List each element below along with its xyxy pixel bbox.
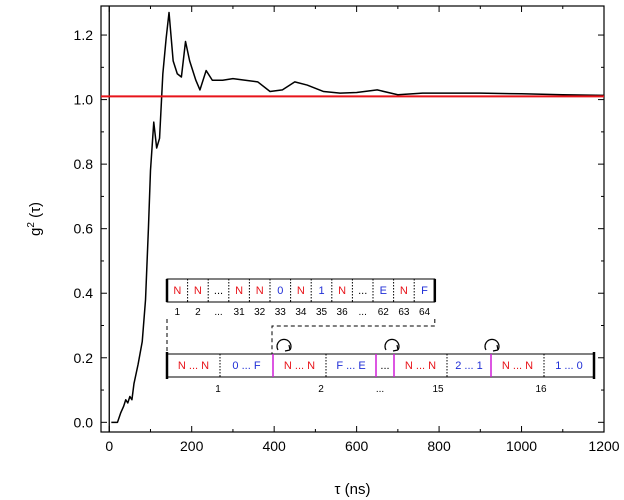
y-tick-label: 0.6 (74, 221, 94, 237)
bottom-segment-label: N ... N (178, 360, 209, 372)
loop-arrow-icon (384, 338, 400, 351)
x-tick-label: 400 (262, 438, 286, 454)
x-tick-label: 800 (427, 438, 451, 454)
top-cell-index: 36 (337, 307, 349, 318)
y-tick-label: 0.0 (74, 414, 94, 430)
top-cell-index: 2 (195, 307, 201, 318)
x-tick-label: 0 (105, 438, 113, 454)
top-cell-symbol: N (338, 285, 346, 297)
top-cell-index: 34 (295, 307, 307, 318)
loop-arrow-icon (276, 338, 292, 351)
top-cell-index: 35 (316, 307, 328, 318)
top-cell-index: 63 (398, 307, 410, 318)
top-cell-index: 62 (378, 307, 390, 318)
loop-arrow-icon (484, 338, 500, 351)
x-tick-label: 1000 (506, 438, 537, 454)
block-index-label: 1 (215, 384, 221, 395)
top-cell-symbol: ... (358, 285, 367, 297)
top-cell-index: 1 (175, 307, 181, 318)
top-cell-symbol: N (173, 285, 181, 297)
x-tick-label: 200 (180, 438, 204, 454)
plot-frame (100, 5, 605, 433)
loop-arrow-head-icon (492, 344, 499, 352)
loop-arrow-head-icon (284, 344, 291, 352)
block-index-label: ... (376, 384, 384, 395)
bottom-segment-label: 0 ... F (232, 360, 260, 372)
top-cell-symbol: N (256, 285, 264, 297)
y-tick-label: 0.8 (74, 156, 94, 172)
x-tick-label: 1200 (588, 438, 619, 454)
top-cell-symbol: N (194, 285, 202, 297)
top-cell-index: 64 (419, 307, 431, 318)
bottom-segment-label: 2 ... 1 (455, 360, 483, 372)
top-cell-index: 31 (234, 307, 246, 318)
top-cell-symbol: N (235, 285, 243, 297)
bottom-segment-label: N ... N (284, 360, 315, 372)
zoom-connector-right (271, 319, 436, 354)
top-cell-index: ... (214, 307, 222, 318)
top-cell-symbol: N (297, 285, 305, 297)
pulse-sequence-inset: N 1 N 2...... N 31 N 32 0 33 N 34 1 35 N 36...... E 62 N 63… (165, 278, 596, 395)
top-cell-index: ... (359, 307, 367, 318)
top-cell-index: 33 (275, 307, 287, 318)
top-cell-index: 32 (254, 307, 266, 318)
axes (100, 5, 605, 433)
x-tick-label: 600 (345, 438, 369, 454)
y-tick-label: 1.2 (74, 27, 94, 43)
bottom-segment-label: N ... N (405, 360, 436, 372)
block-index-label: 16 (535, 384, 547, 395)
block-index-label: 2 (318, 384, 324, 395)
x-axis-label: τ (ns) (335, 481, 371, 498)
y-tick-label: 0.4 (74, 285, 94, 301)
block-index-label: 15 (432, 384, 444, 395)
loop-arrow-head-icon (392, 344, 399, 352)
y-axis-label: g2 (τ) (26, 202, 44, 236)
top-cell-symbol: F (421, 285, 428, 297)
bottom-segment-label: F ... E (336, 360, 365, 372)
top-cell-symbol: 1 (318, 285, 324, 297)
y-tick-label: 1.0 (74, 92, 94, 108)
top-cell-symbol: E (380, 285, 387, 297)
y-tick-label: 0.2 (74, 350, 94, 366)
plot-area (101, 6, 605, 432)
g2-series-line (111, 11, 605, 424)
top-cell-symbol: ... (214, 285, 223, 297)
axis-labels: 0 200 400 600 800 1000 1200 0.0 0.2 0.4 0.6 0.8 1.0 1… (26, 27, 620, 498)
bottom-segment-label: 1 ... 0 (555, 360, 583, 372)
bottom-segment-label: ... (380, 360, 389, 372)
top-cell-symbol: N (400, 285, 408, 297)
top-cell-symbol: 0 (277, 285, 283, 297)
bottom-segment-label: N ... N (502, 360, 533, 372)
